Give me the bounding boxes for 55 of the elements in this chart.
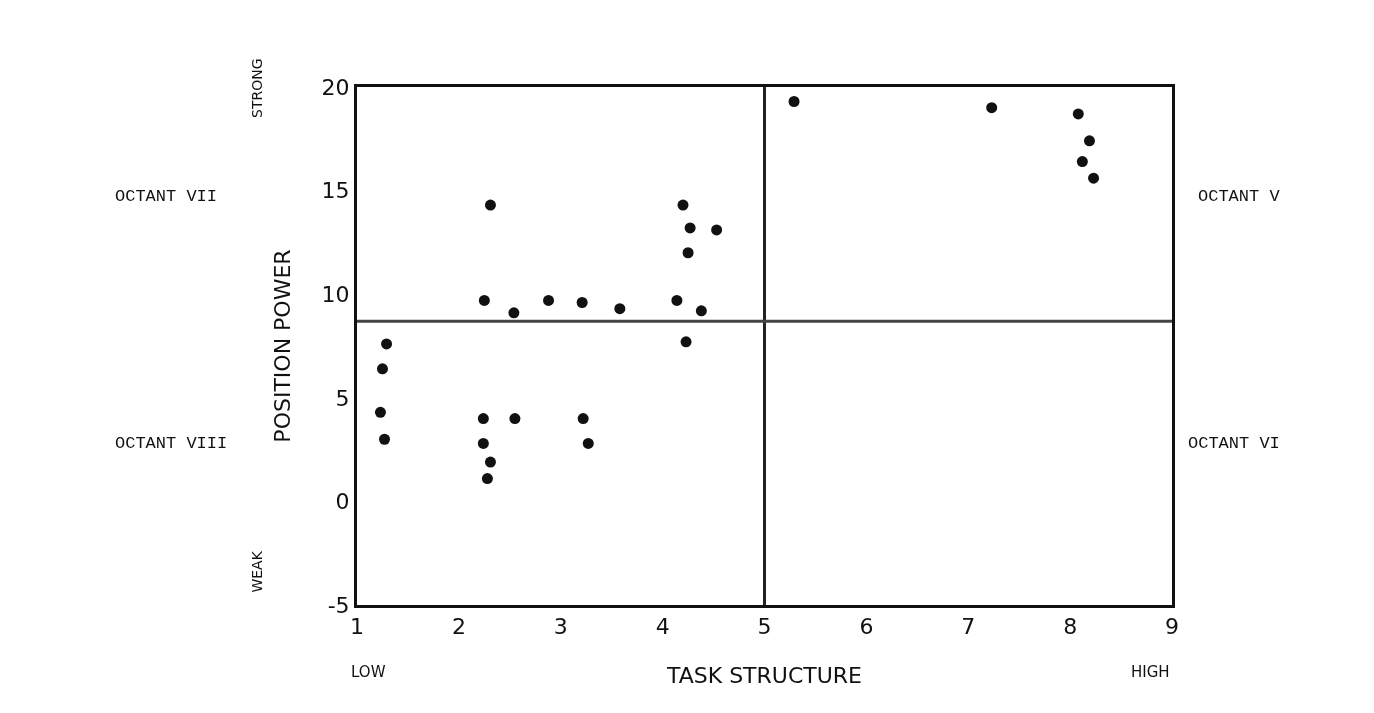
- y-tick-label: 0: [335, 489, 350, 515]
- point: [1072, 108, 1084, 120]
- y-tick-label: 20: [321, 74, 350, 100]
- point: [677, 199, 689, 211]
- y-tick-label: 15: [321, 178, 350, 204]
- point: [1076, 156, 1088, 168]
- point: [477, 413, 489, 425]
- x-tick-label: 7: [961, 614, 976, 640]
- point: [484, 199, 496, 211]
- text: OCTANT V: [1198, 187, 1281, 206]
- x-tick-label: 1: [350, 614, 364, 640]
- point: [788, 96, 800, 107]
- text: OCTANT VIII: [115, 434, 228, 453]
- point: [682, 247, 694, 259]
- text: STRONG: [249, 58, 266, 118]
- x-tick-label: 5: [757, 614, 772, 640]
- point: [680, 336, 692, 348]
- x-tick-label: 6: [859, 614, 874, 640]
- point: [376, 363, 388, 375]
- x-tick-label: 2: [451, 614, 466, 640]
- y-axis-title: POSITION POWER: [270, 249, 296, 443]
- point: [478, 294, 490, 306]
- point: [509, 413, 521, 425]
- point: [543, 294, 555, 306]
- text: WEAK: [249, 550, 266, 593]
- x-tick-label: 9: [1165, 614, 1179, 640]
- point: [481, 473, 493, 485]
- point: [582, 437, 594, 449]
- point: [1088, 172, 1100, 184]
- point: [614, 303, 626, 315]
- point: [374, 406, 386, 418]
- y-tick-label: 10: [321, 281, 350, 307]
- point: [379, 433, 391, 445]
- x-tick-label: 3: [553, 614, 568, 640]
- text: LOW: [351, 663, 386, 681]
- point: [477, 437, 489, 449]
- text: OCTANT VII: [115, 187, 218, 206]
- point: [684, 222, 696, 234]
- point: [576, 296, 588, 308]
- point: [484, 456, 496, 468]
- point: [695, 305, 707, 317]
- text: OCTANT VI: [1188, 434, 1280, 453]
- point: [508, 307, 520, 319]
- x-axis-title: TASK STRUCTURE: [665, 663, 863, 689]
- x-tick-label: 4: [655, 614, 670, 640]
- x-tick-label: 8: [1063, 614, 1078, 640]
- text: HIGH: [1131, 663, 1170, 681]
- point: [671, 294, 683, 306]
- point: [711, 224, 723, 236]
- point: [381, 338, 393, 350]
- point: [577, 413, 589, 425]
- y-tick-label: 5: [335, 385, 350, 411]
- y-tick-label: -5: [327, 592, 350, 618]
- point: [1083, 135, 1095, 147]
- point: [986, 102, 998, 114]
